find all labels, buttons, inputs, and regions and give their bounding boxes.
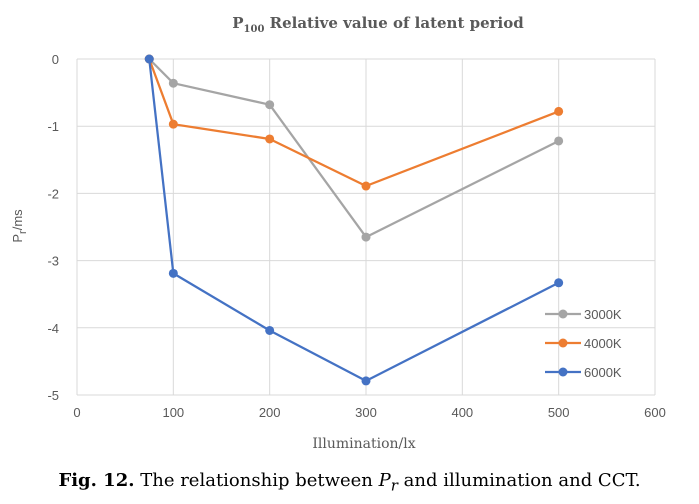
tick-labels: 0 -1 -2 -3 -4 -5 0 100 200 300 400 500 600 [47, 52, 665, 420]
legend-marker-3000K [558, 309, 568, 319]
legend-marker-6000K [558, 367, 568, 377]
chart-title: P100 Relative value of latent period [232, 14, 524, 35]
data-point-6000K [554, 278, 564, 288]
y-tick-label: -3 [47, 254, 59, 269]
legend: 3000K 4000K 6000K [545, 307, 622, 380]
y-tick-label: -4 [47, 321, 59, 336]
x-tick-label: 200 [259, 405, 281, 420]
data-point-3000K [554, 136, 564, 146]
figure-caption: Fig. 12. The relationship between Pr and… [0, 470, 699, 495]
x-tick-label: 100 [162, 405, 184, 420]
data-point-6000K [265, 325, 275, 335]
y-tick-label: -2 [47, 186, 59, 201]
chart-title-rest: Relative value of latent period [264, 14, 524, 32]
data-point-4000K [361, 181, 371, 191]
x-tick-label: 0 [73, 405, 80, 420]
y-axis-label-main: P [10, 234, 25, 243]
data-point-6000K [144, 54, 154, 64]
legend-label-4000K: 4000K [584, 336, 622, 351]
y-axis-label-subscript: r [17, 230, 29, 234]
grid [76, 58, 656, 396]
x-tick-label: 500 [548, 405, 570, 420]
y-tick-label: -1 [47, 119, 59, 134]
chart-title-subscript: 100 [244, 24, 265, 35]
y-tick-label: -5 [47, 388, 59, 403]
data-point-6000K [361, 376, 371, 386]
x-tick-label: 400 [451, 405, 473, 420]
data-point-3000K [168, 78, 178, 88]
y-axis-label: Pr/ms [10, 209, 29, 243]
data-point-4000K [168, 119, 178, 129]
y-axis-label-rest: /ms [10, 209, 25, 230]
caption-text-after: and illumination and CCT. [397, 470, 641, 491]
y-tick-label: 0 [52, 52, 59, 67]
data-point-6000K [168, 268, 178, 278]
series-line-3000K [148, 58, 560, 239]
legend-label-6000K: 6000K [584, 365, 622, 380]
caption-variable: P [378, 470, 391, 491]
data-point-4000K [265, 134, 275, 144]
x-tick-label: 300 [355, 405, 377, 420]
data-point-3000K [361, 232, 371, 242]
series-line-4000K [148, 58, 560, 188]
caption-text-before: The relationship between [134, 470, 379, 491]
x-tick-label: 600 [644, 405, 666, 420]
legend-label-3000K: 3000K [584, 307, 622, 322]
data-point-3000K [265, 100, 275, 110]
legend-marker-4000K [558, 338, 568, 348]
caption-label: Fig. 12. [58, 470, 135, 491]
x-axis-label: Illumination/lx [312, 436, 415, 452]
chart: P100 Relative value of latent period 0-1… [10, 14, 666, 452]
series-group [144, 54, 564, 386]
chart-title-prefix: P [232, 14, 243, 32]
caption-variable-subscript: r [390, 476, 398, 495]
data-point-4000K [554, 106, 564, 116]
